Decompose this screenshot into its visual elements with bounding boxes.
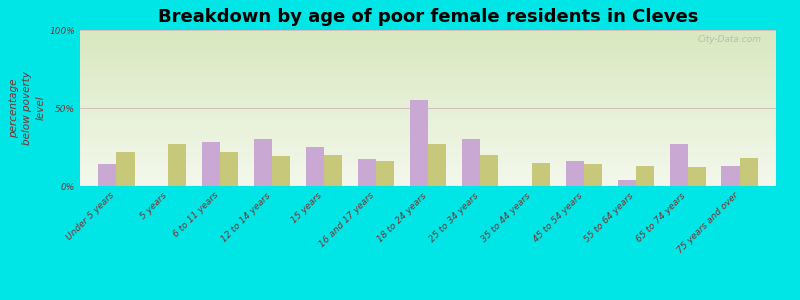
- Bar: [358, 160, 376, 186]
- Bar: [376, 161, 394, 186]
- Bar: [272, 156, 290, 186]
- Bar: [566, 161, 584, 186]
- Bar: [324, 155, 342, 186]
- Text: City-Data.com: City-Data.com: [698, 35, 762, 44]
- Bar: [722, 166, 740, 186]
- Bar: [220, 152, 238, 186]
- Bar: [168, 144, 186, 186]
- Bar: [740, 158, 758, 186]
- Bar: [584, 164, 602, 186]
- Title: Breakdown by age of poor female residents in Cleves: Breakdown by age of poor female resident…: [158, 8, 698, 26]
- Bar: [636, 166, 654, 186]
- Bar: [462, 139, 480, 186]
- Bar: [428, 144, 446, 186]
- Bar: [532, 163, 550, 186]
- Bar: [202, 142, 220, 186]
- Bar: [688, 167, 706, 186]
- Bar: [306, 147, 324, 186]
- Bar: [410, 100, 428, 186]
- Legend: Cleves, Ohio: Cleves, Ohio: [354, 298, 502, 300]
- Y-axis label: percentage
below poverty
level: percentage below poverty level: [9, 71, 46, 145]
- Bar: [618, 180, 636, 186]
- Bar: [670, 144, 688, 186]
- Bar: [480, 155, 498, 186]
- Bar: [254, 139, 272, 186]
- Bar: [98, 164, 116, 186]
- Bar: [116, 152, 134, 186]
